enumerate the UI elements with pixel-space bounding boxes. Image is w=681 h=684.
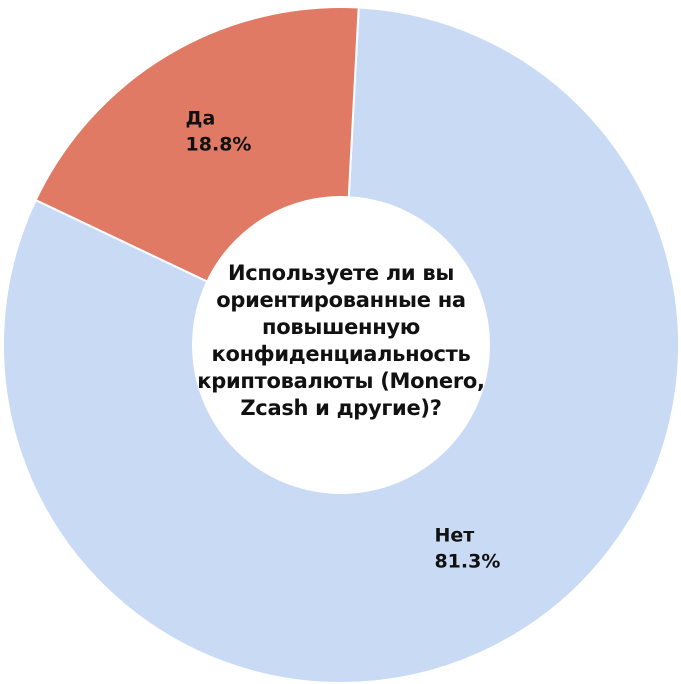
donut-slice: [34, 6, 360, 283]
slice-label: Нет: [434, 525, 474, 547]
chart-title: Используете ли вы ориентированные на пов…: [197, 261, 485, 420]
donut-slice: [2, 6, 680, 684]
slice-label: Да: [186, 107, 216, 129]
slice-value-label: 18.8%: [186, 133, 252, 155]
slice-value-label: 81.3%: [434, 551, 500, 573]
